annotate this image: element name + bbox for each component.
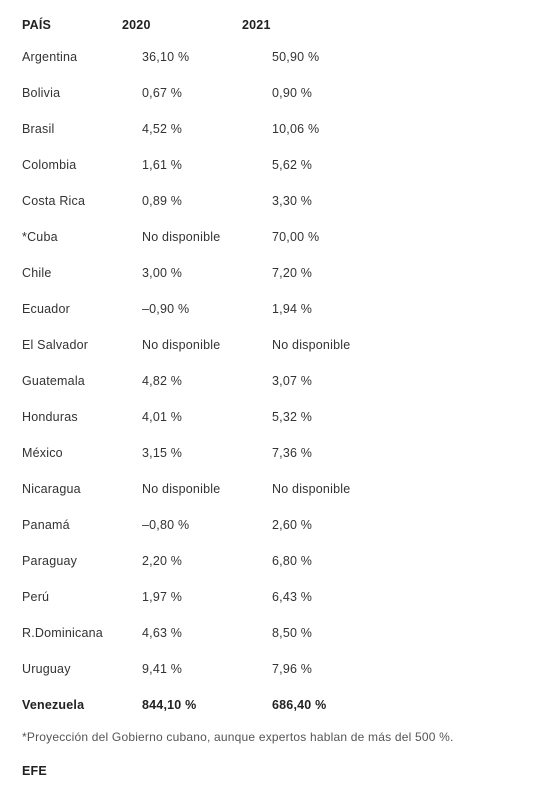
table-row: Bolivia0,67 %0,90 % xyxy=(22,86,382,122)
cell-2020: 4,01 % xyxy=(122,410,242,446)
cell-2021: 7,36 % xyxy=(242,446,382,482)
source-label: EFE xyxy=(22,764,529,778)
cell-country: *Cuba xyxy=(22,230,122,266)
cell-country: Honduras xyxy=(22,410,122,446)
cell-2020: 3,00 % xyxy=(122,266,242,302)
table-row: Chile3,00 %7,20 % xyxy=(22,266,382,302)
cell-2020: 9,41 % xyxy=(122,662,242,698)
header-2021: 2021 xyxy=(242,18,382,50)
table-row: Venezuela844,10 %686,40 % xyxy=(22,698,382,726)
table-row: El SalvadorNo disponibleNo disponible xyxy=(22,338,382,374)
cell-2020: 0,89 % xyxy=(122,194,242,230)
cell-2021: 7,20 % xyxy=(242,266,382,302)
cell-country: R.Dominicana xyxy=(22,626,122,662)
cell-country: Nicaragua xyxy=(22,482,122,518)
table-row: Argentina36,10 %50,90 % xyxy=(22,50,382,86)
cell-2021: No disponible xyxy=(242,482,382,518)
footnote: *Proyección del Gobierno cubano, aunque … xyxy=(22,730,529,744)
cell-2020: No disponible xyxy=(122,338,242,374)
cell-country: El Salvador xyxy=(22,338,122,374)
cell-2020: –0,90 % xyxy=(122,302,242,338)
table-row: Brasil4,52 %10,06 % xyxy=(22,122,382,158)
table-row: México3,15 %7,36 % xyxy=(22,446,382,482)
cell-country: Uruguay xyxy=(22,662,122,698)
cell-country: Bolivia xyxy=(22,86,122,122)
table-row: R.Dominicana4,63 %8,50 % xyxy=(22,626,382,662)
cell-2021: 6,43 % xyxy=(242,590,382,626)
cell-2020: –0,80 % xyxy=(122,518,242,554)
table-row: Perú1,97 %6,43 % xyxy=(22,590,382,626)
cell-2020: 4,52 % xyxy=(122,122,242,158)
cell-2020: 1,61 % xyxy=(122,158,242,194)
cell-country: Perú xyxy=(22,590,122,626)
cell-2020: 4,63 % xyxy=(122,626,242,662)
cell-2021: 3,07 % xyxy=(242,374,382,410)
header-2020: 2020 xyxy=(122,18,242,50)
cell-country: Brasil xyxy=(22,122,122,158)
table-row: Honduras4,01 %5,32 % xyxy=(22,410,382,446)
cell-country: Ecuador xyxy=(22,302,122,338)
header-country: PAÍS xyxy=(22,18,122,50)
table-row: Colombia1,61 %5,62 % xyxy=(22,158,382,194)
cell-2020: 3,15 % xyxy=(122,446,242,482)
cell-country: Colombia xyxy=(22,158,122,194)
cell-2021: 5,62 % xyxy=(242,158,382,194)
cell-country: Argentina xyxy=(22,50,122,86)
cell-country: Costa Rica xyxy=(22,194,122,230)
cell-2020: 0,67 % xyxy=(122,86,242,122)
cell-country: Paraguay xyxy=(22,554,122,590)
cell-2020: 1,97 % xyxy=(122,590,242,626)
cell-2020: 4,82 % xyxy=(122,374,242,410)
cell-2020: 844,10 % xyxy=(122,698,242,726)
table-header-row: PAÍS 2020 2021 xyxy=(22,18,382,50)
table-row: *CubaNo disponible70,00 % xyxy=(22,230,382,266)
table-row: Panamá–0,80 %2,60 % xyxy=(22,518,382,554)
cell-2021: 50,90 % xyxy=(242,50,382,86)
table-row: Paraguay2,20 %6,80 % xyxy=(22,554,382,590)
cell-2021: 7,96 % xyxy=(242,662,382,698)
cell-country: México xyxy=(22,446,122,482)
cell-2021: No disponible xyxy=(242,338,382,374)
table-row: Guatemala4,82 %3,07 % xyxy=(22,374,382,410)
cell-2020: 2,20 % xyxy=(122,554,242,590)
table-row: Uruguay9,41 %7,96 % xyxy=(22,662,382,698)
table-row: Ecuador–0,90 %1,94 % xyxy=(22,302,382,338)
cell-2020: No disponible xyxy=(122,230,242,266)
cell-2020: No disponible xyxy=(122,482,242,518)
cell-2021: 686,40 % xyxy=(242,698,382,726)
cell-country: Chile xyxy=(22,266,122,302)
cell-2021: 0,90 % xyxy=(242,86,382,122)
cell-2021: 8,50 % xyxy=(242,626,382,662)
cell-2021: 10,06 % xyxy=(242,122,382,158)
cell-2021: 70,00 % xyxy=(242,230,382,266)
cell-2021: 3,30 % xyxy=(242,194,382,230)
cell-country: Venezuela xyxy=(22,698,122,726)
inflation-table: PAÍS 2020 2021 Argentina36,10 %50,90 %Bo… xyxy=(22,18,382,726)
cell-2021: 2,60 % xyxy=(242,518,382,554)
cell-2020: 36,10 % xyxy=(122,50,242,86)
cell-country: Panamá xyxy=(22,518,122,554)
table-row: NicaraguaNo disponibleNo disponible xyxy=(22,482,382,518)
cell-2021: 5,32 % xyxy=(242,410,382,446)
cell-2021: 6,80 % xyxy=(242,554,382,590)
table-row: Costa Rica0,89 %3,30 % xyxy=(22,194,382,230)
cell-country: Guatemala xyxy=(22,374,122,410)
cell-2021: 1,94 % xyxy=(242,302,382,338)
